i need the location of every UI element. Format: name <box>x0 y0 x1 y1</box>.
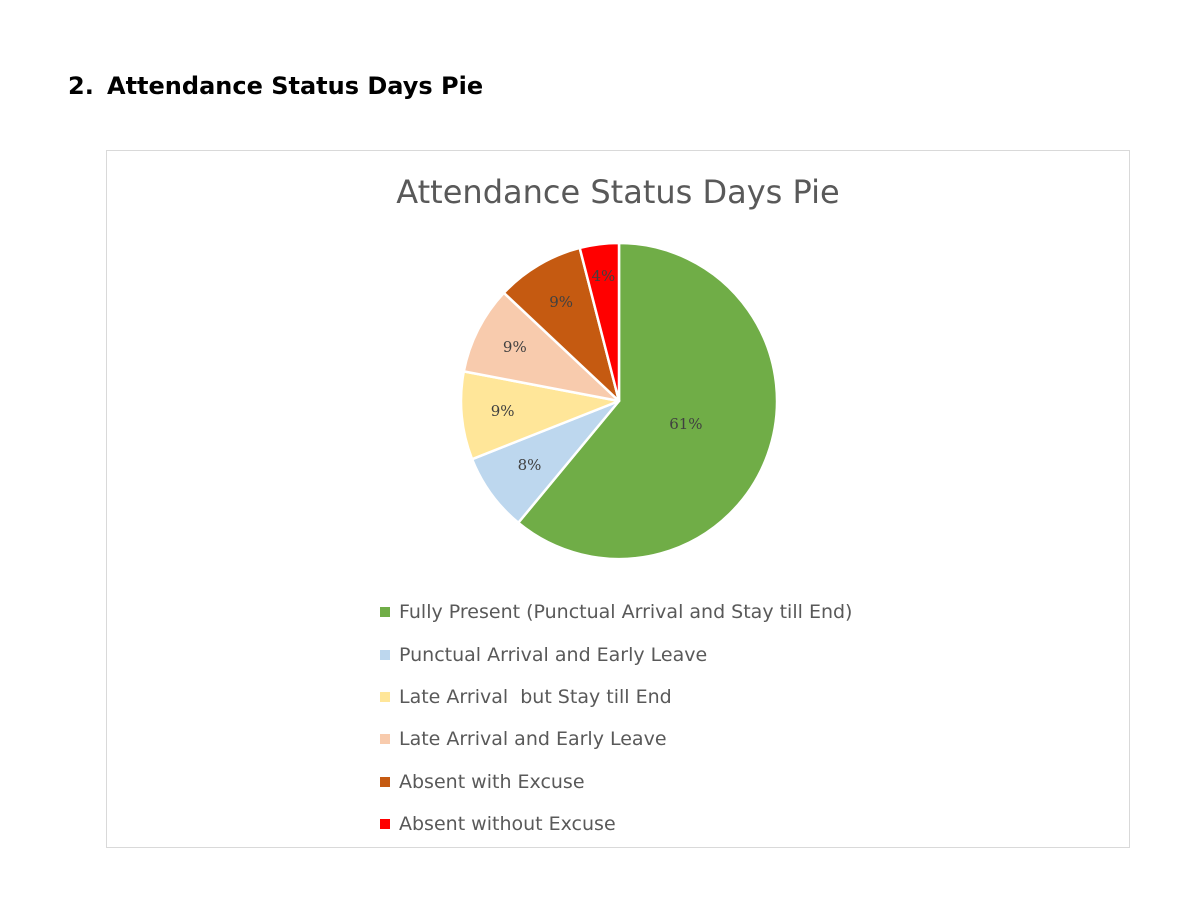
pie-slice-late-arrival-and-early-leave[interactable] <box>462 291 621 403</box>
legend-label: Late Arrival and Early Leave <box>399 728 667 751</box>
data-label-late-arrival-but-stay-till-end: 9% <box>491 402 515 420</box>
legend-item-late-arrival-but-stay-till-end[interactable]: Late Arrival but Stay till End <box>380 676 852 718</box>
legend-swatch <box>380 776 390 787</box>
data-label-absent-without-excuse: 4% <box>591 267 615 285</box>
legend-item-absent-without-excuse[interactable]: Absent without Excuse <box>380 803 852 845</box>
pie-slice-absent-without-excuse[interactable] <box>578 241 621 403</box>
legend-swatch <box>380 819 390 830</box>
legend-swatch <box>380 607 390 618</box>
legend-item-punctual-arrival-and-early-leave[interactable]: Punctual Arrival and Early Leave <box>380 633 852 675</box>
legend-swatch <box>380 691 390 702</box>
pie-chart: 61% 8% 9% 9% 9% 4% <box>459 241 779 561</box>
data-label-absent-with-excuse: 9% <box>549 293 573 311</box>
legend-label: Punctual Arrival and Early Leave <box>399 643 708 666</box>
legend-swatch <box>380 649 390 660</box>
legend-label: Absent without Excuse <box>399 813 616 836</box>
legend-item-fully-present-punctual-arrival-and-stay-till-end[interactable]: Fully Present (Punctual Arrival and Stay… <box>380 591 852 633</box>
section-heading: 2. Attendance Status Days Pie <box>68 72 483 100</box>
section-heading-text: Attendance Status Days Pie <box>107 72 484 100</box>
pie-slice-absent-with-excuse[interactable] <box>502 246 621 403</box>
chart-legend: Fully Present (Punctual Arrival and Stay… <box>380 591 852 845</box>
pie-slice-fully-present-punctual-arrival-and-stay-till-end[interactable] <box>517 241 779 561</box>
data-label-fully-present-punctual-arrival-and-stay-till-end: 61% <box>669 415 702 433</box>
pie-slice-late-arrival-but-stay-till-end[interactable] <box>459 370 621 461</box>
section-number: 2. <box>68 72 94 100</box>
legend-label: Absent with Excuse <box>399 770 585 793</box>
legend-item-late-arrival-and-early-leave[interactable]: Late Arrival and Early Leave <box>380 718 852 760</box>
legend-swatch <box>380 734 390 745</box>
legend-item-absent-with-excuse[interactable]: Absent with Excuse <box>380 761 852 803</box>
data-label-punctual-arrival-and-early-leave: 8% <box>518 456 542 474</box>
data-label-late-arrival-and-early-leave: 9% <box>503 338 527 356</box>
chart-area[interactable]: Attendance Status Days Pie 61% 8% 9% 9% 9% 4%… <box>106 150 1130 848</box>
legend-label: Fully Present (Punctual Arrival and Stay… <box>399 601 853 624</box>
chart-title: Attendance Status Days Pie <box>396 173 840 211</box>
legend-label: Late Arrival but Stay till End <box>399 685 672 708</box>
